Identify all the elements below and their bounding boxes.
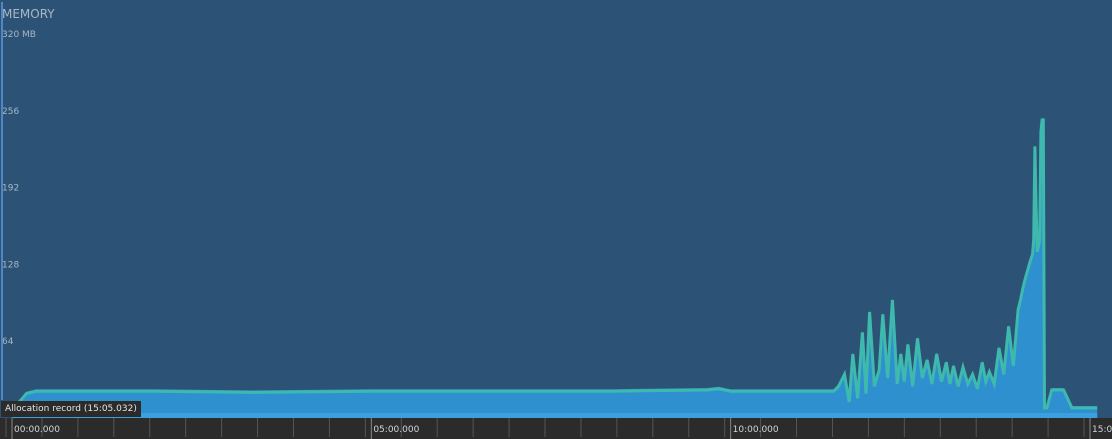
y-axis: 320 MB 256 192 128 64 <box>2 30 36 347</box>
time-axis-bar[interactable] <box>0 418 1112 439</box>
x-axis: 00:00.000 05:00.000 10:00.000 15:00.000 <box>5 418 1112 439</box>
memory-top-band <box>10 118 1098 415</box>
x-tick-label: 05:00.000 <box>373 425 419 435</box>
x-tick-label: 00:00.000 <box>14 425 60 435</box>
x-tick-label: 15:00.000 <box>1092 425 1112 435</box>
native-memory-band <box>12 413 1098 418</box>
y-tick-label: 128 <box>2 260 19 270</box>
y-tick-label: 256 <box>2 107 19 117</box>
y-tick-label: 320 MB <box>2 30 36 40</box>
chart-background <box>0 0 1112 418</box>
allocation-record-tooltip: Allocation record (15:05.032) <box>1 401 141 417</box>
x-tick-label: 10:00.000 <box>733 425 779 435</box>
memory-area <box>12 118 1098 418</box>
panel-title: MEMORY <box>2 7 55 21</box>
y-tick-label: 64 <box>2 337 14 347</box>
y-tick-label: 192 <box>2 184 19 194</box>
series-layer <box>10 118 1098 418</box>
